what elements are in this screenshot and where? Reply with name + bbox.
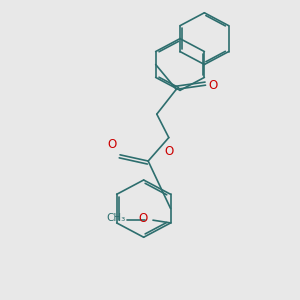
- Text: CH₃: CH₃: [106, 213, 126, 223]
- Text: O: O: [208, 79, 218, 92]
- Text: O: O: [164, 145, 173, 158]
- Text: O: O: [139, 212, 148, 225]
- Text: O: O: [107, 138, 116, 151]
